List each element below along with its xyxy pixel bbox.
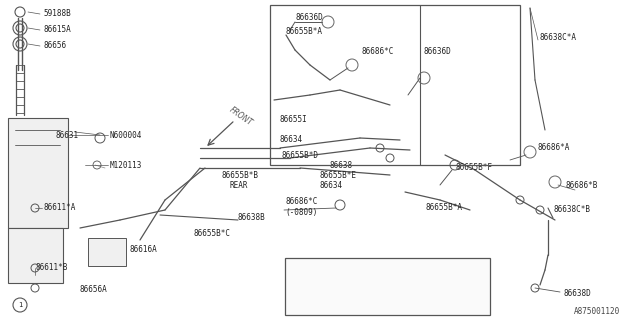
Text: 86634: 86634 [280,135,303,145]
Text: 86636D: 86636D [296,13,324,22]
Text: 86655B*B: 86655B*B [222,171,259,180]
Text: 86623B*A(FRONT): 86623B*A(FRONT) [318,286,383,292]
Text: 86655B*E: 86655B*E [320,171,357,180]
Text: 86686*A: 86686*A [537,143,570,153]
Text: 86655B*A: 86655B*A [285,28,322,36]
Text: 86686*C: 86686*C [285,197,317,206]
Text: 86638B: 86638B [238,213,266,222]
Text: 86615A: 86615A [43,26,71,35]
Text: (FRONT & REAR): (FRONT & REAR) [335,271,396,277]
Text: N600004: N600004 [110,131,142,140]
Text: 86656: 86656 [43,42,66,51]
Text: 86655I: 86655I [280,116,308,124]
Text: 86636D: 86636D [424,47,452,57]
Text: 86611*B: 86611*B [35,263,67,273]
Text: (-0809): (-0809) [285,209,317,218]
Text: REAR: REAR [230,181,248,190]
Text: (-'06MY): (-'06MY) [440,271,475,277]
Text: 86655B*A: 86655B*A [425,204,462,212]
Text: 1: 1 [18,302,22,308]
Text: 1: 1 [298,293,302,299]
Text: 86631: 86631 [55,131,78,140]
Text: FRONT: FRONT [228,106,255,128]
Bar [8,118,68,228]
Text: A875001120: A875001120 [573,308,620,316]
Text: 86655B*F: 86655B*F [456,164,493,172]
Bar [285,258,490,315]
Text: 86655B*C: 86655B*C [193,228,230,237]
Text: 86638D: 86638D [563,289,591,298]
Text: 86656A: 86656A [80,285,108,294]
Text: 86634: 86634 [320,180,343,189]
Text: 59188B: 59188B [43,10,71,19]
Text: 86686*C: 86686*C [362,47,394,57]
Text: 86623B*B(REAR): 86623B*B(REAR) [318,297,380,303]
Text: 86638: 86638 [330,161,353,170]
Text: 86655B*D: 86655B*D [282,150,319,159]
Text: 86611*A: 86611*A [43,204,76,212]
Text: M120113: M120113 [110,161,142,170]
Text: 86638C*B: 86638C*B [553,205,590,214]
Text: 86616A: 86616A [130,245,157,254]
Text: 86623B: 86623B [335,261,361,267]
Text: 86686*B: 86686*B [566,180,598,189]
Bar [8,228,63,283]
Text: 86638C*A: 86638C*A [540,34,577,43]
Bar [270,5,520,165]
Text: ('07MY-): ('07MY-) [442,292,477,298]
Bar [88,238,126,266]
